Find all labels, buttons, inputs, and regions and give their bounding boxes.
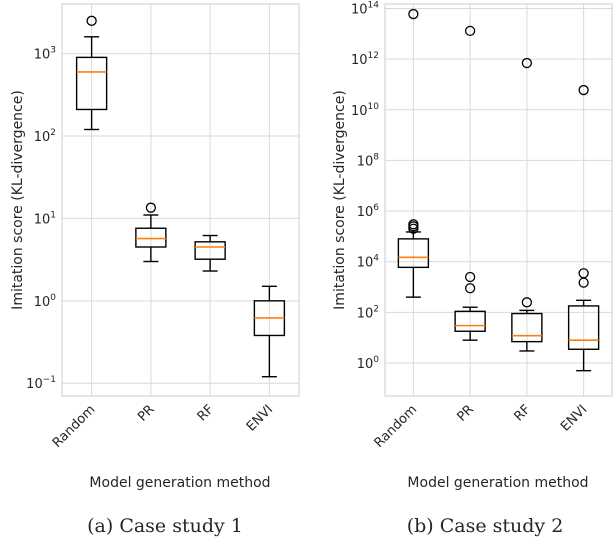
y-axis-label: Imitation score (KL-divergence) <box>10 90 26 310</box>
x-tick-label: PR <box>454 402 477 425</box>
y-tick-label: 102 <box>357 304 379 321</box>
outlier-point <box>578 84 589 96</box>
y-tick-label: 1014 <box>351 0 379 17</box>
outlier-point <box>408 219 419 230</box>
y-tick-label: 102 <box>34 128 56 145</box>
y-tick-label: 100 <box>34 293 57 310</box>
iqr-box <box>135 227 167 248</box>
outlier-point <box>464 25 476 37</box>
box-rf <box>194 234 226 272</box>
outlier-point <box>521 297 533 308</box>
outlier-point <box>408 8 419 20</box>
x-tick-label: RF <box>195 402 217 424</box>
box-envi <box>567 84 600 372</box>
y-tick-label: 104 <box>357 254 380 271</box>
x-tick-label: Random <box>50 402 99 451</box>
outlier-point <box>464 271 476 283</box>
outlier-point <box>145 202 157 213</box>
iqr-box <box>397 238 430 269</box>
outlier-point <box>86 15 97 26</box>
y-tick-label: 1012 <box>351 51 379 68</box>
box-envi <box>253 285 286 378</box>
plot-frame <box>384 3 613 397</box>
outlier-point <box>464 283 476 294</box>
subfigure-caption: (a) Case study 1 <box>87 515 243 537</box>
y-tick-label: 1010 <box>351 102 379 119</box>
box-random <box>75 15 108 131</box>
x-axis-label: Model generation method <box>407 475 588 491</box>
box-pr <box>454 25 486 341</box>
y-tick-label: 101 <box>34 210 56 227</box>
y-tick-label: 103 <box>34 46 56 63</box>
box-random <box>397 8 430 298</box>
box-pr <box>135 202 167 263</box>
x-tick-label: RF <box>511 402 533 424</box>
iqr-box <box>75 56 108 111</box>
chart-panel-2: 100 102 104 106 108 1010 1012 1014 Random PR RF ENV… <box>332 0 613 537</box>
outlier-point <box>521 57 533 69</box>
x-tick-label: PR <box>135 402 158 425</box>
iqr-box <box>194 241 226 260</box>
iqr-box <box>567 305 600 350</box>
iqr-box <box>454 310 486 332</box>
subfigure-caption: (b) Case study 2 <box>407 515 564 537</box>
y-tick-label: 108 <box>357 152 380 169</box>
iqr-box <box>511 312 543 343</box>
x-axis-label: Model generation method <box>89 475 270 491</box>
y-axis-label: Imitation score (KL-divergence) <box>332 90 348 310</box>
y-tick-label: 106 <box>357 203 380 220</box>
x-tick-label: ENVI <box>244 402 276 434</box>
chart-panel-1: 10−1 100 101 102 103 Random PR RF ENVI Imitation … <box>10 3 300 537</box>
y-tick-label: 100 <box>357 355 380 372</box>
plot-frame <box>61 3 300 397</box>
y-tick-label: 10−1 <box>26 375 56 392</box>
box-rf <box>511 57 543 352</box>
x-tick-label: Random <box>372 402 421 451</box>
x-tick-label: ENVI <box>558 402 590 434</box>
outlier-point <box>578 268 589 279</box>
